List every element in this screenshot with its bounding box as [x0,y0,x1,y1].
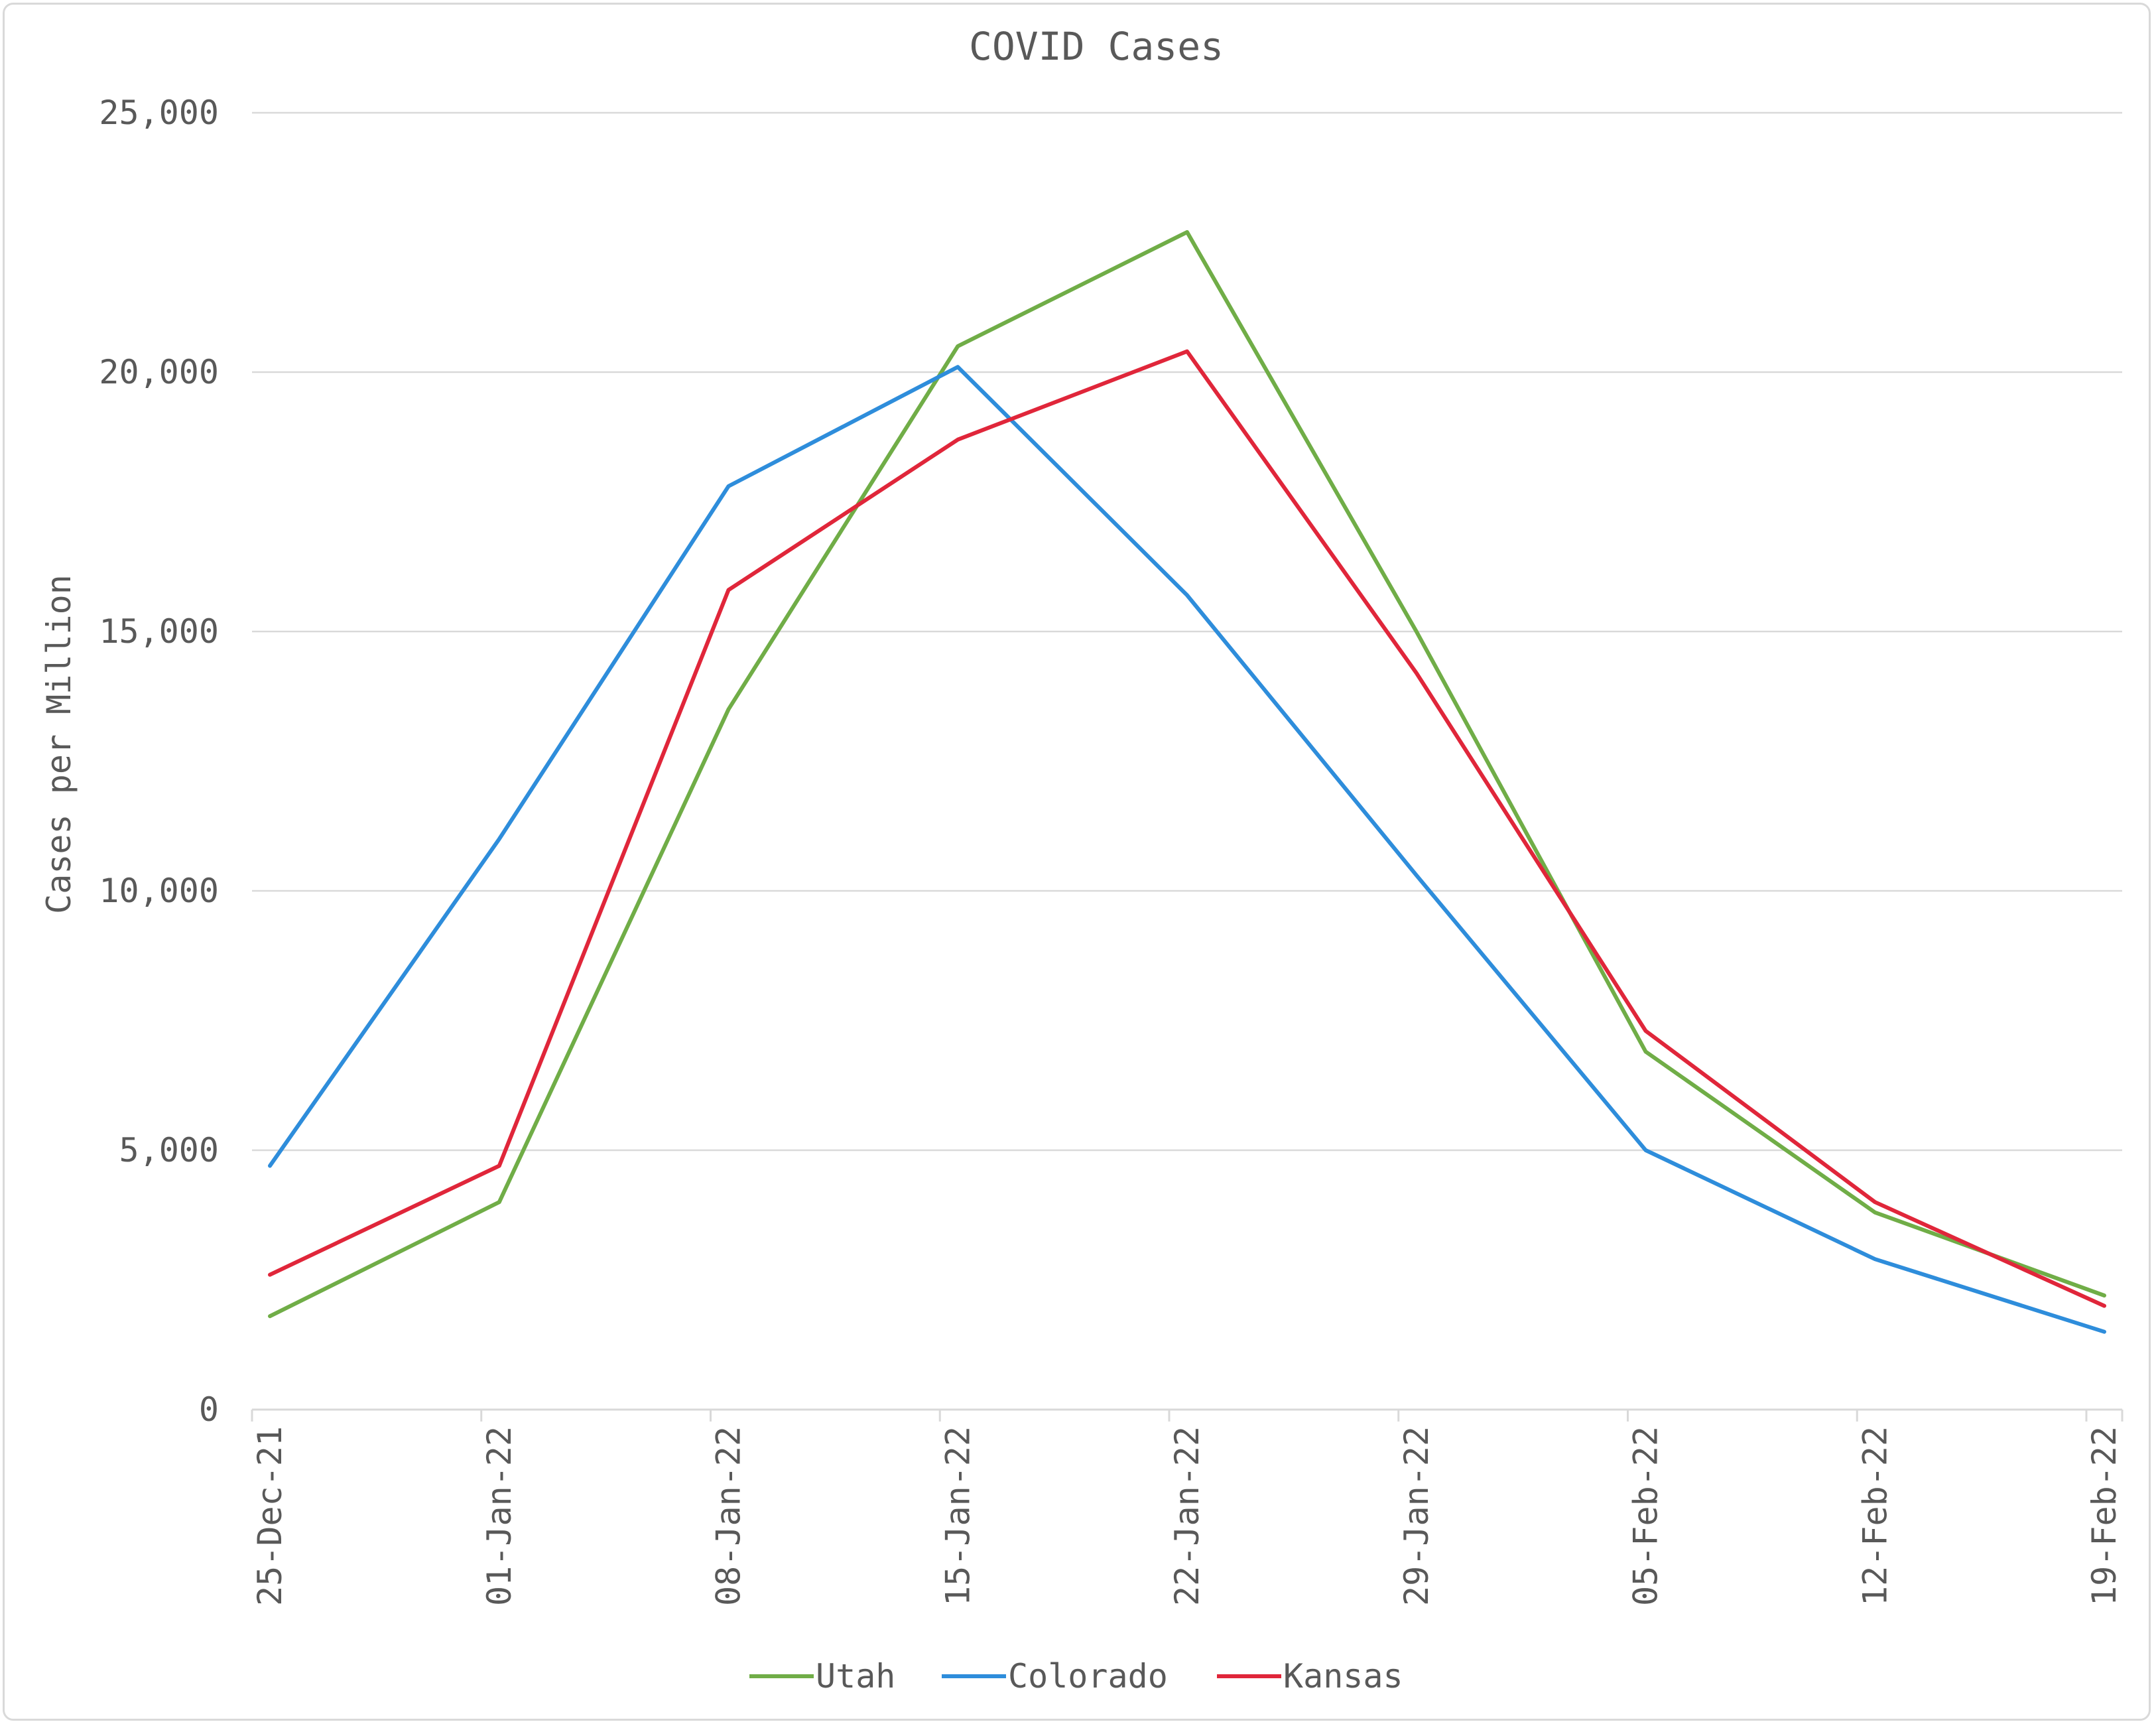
chart-title: COVID Cases [969,24,1224,69]
x-tick-label: 05-Feb-22 [1627,1426,1665,1606]
series-line-colorado [268,365,2106,1334]
x-tick-labels: 25-Dec-21 01-Jan-22 08-Jan-22 15-Jan-22 22-J… [251,1426,2124,1606]
series-line-kansas [268,349,2106,1308]
x-tick-label: 01-Jan-22 [480,1426,519,1606]
series-line-utah [268,230,2106,1319]
series-lines [268,230,2106,1334]
y-tick-labels: 0 5,000 10,000 15,000 20,000 25,000 [99,94,219,1429]
legend-label: Colorado [1008,1657,1168,1695]
x-tick-label: 15-Jan-22 [938,1426,977,1606]
y-tick-label: 25,000 [99,94,219,132]
y-tick-label: 15,000 [99,612,219,651]
y-axis-title: Cases per Million [40,574,78,914]
y-tick-label: 10,000 [99,872,219,910]
legend-label: Kansas [1283,1657,1403,1695]
legend: Utah Colorado Kansas [749,1657,1403,1695]
x-tick-label: 08-Jan-22 [710,1426,748,1606]
x-tick-label: 25-Dec-21 [251,1426,289,1606]
legend-label: Utah [816,1657,895,1695]
x-tick-label: 29-Jan-22 [1397,1426,1436,1606]
y-tick-label: 0 [199,1390,219,1429]
x-tick-label: 19-Feb-22 [2085,1426,2124,1606]
x-tick-label: 22-Jan-22 [1168,1426,1206,1606]
gridlines [252,111,2122,1152]
axes [251,1408,2124,1422]
x-tick-label: 12-Feb-22 [1856,1426,1894,1606]
y-tick-label: 5,000 [119,1131,219,1169]
y-tick-label: 20,000 [99,353,219,391]
